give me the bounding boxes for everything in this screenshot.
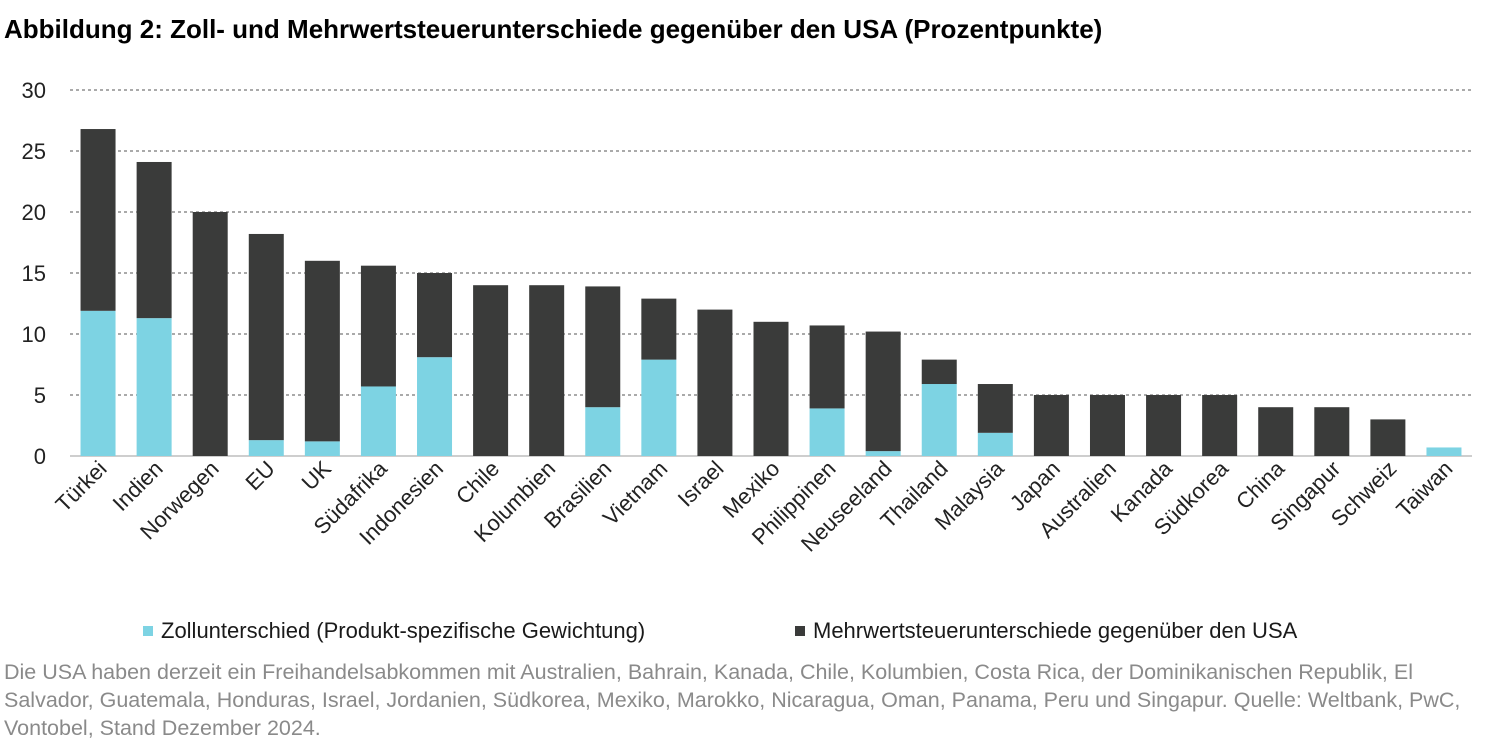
bar-mwst-16: [977, 384, 1013, 433]
legend-item-mwst: Mehrwertsteuerunterschiede gegenüber den…: [795, 618, 1297, 644]
bar-zoll-0: [80, 310, 116, 456]
y-tick-label: 10: [22, 322, 46, 347]
bar-mwst-0: [80, 129, 116, 311]
bar-mwst-3: [248, 233, 284, 441]
bar-mwst-18: [1089, 395, 1125, 456]
bar-mwst-8: [529, 285, 565, 456]
bar-zoll-9: [585, 407, 621, 456]
footnote: Die USA haben derzeit ein Freihandelsabk…: [4, 660, 1461, 740]
bar-mwst-4: [304, 260, 340, 442]
bar-mwst-5: [360, 265, 396, 387]
bar-zoll-3: [248, 440, 284, 456]
bar-zoll-5: [360, 386, 396, 456]
x-tick-label: UK: [297, 456, 337, 496]
bar-mwst-12: [753, 321, 789, 456]
bar-zoll-4: [304, 441, 340, 456]
bars: [80, 129, 1462, 456]
bar-zoll-24: [1426, 447, 1462, 456]
bar-mwst-2: [192, 212, 228, 456]
bar-zoll-10: [641, 359, 677, 456]
legend-swatch-mwst: [795, 626, 805, 636]
bar-mwst-17: [1033, 395, 1069, 456]
y-tick-label: 15: [22, 261, 46, 286]
bar-zoll-1: [136, 318, 172, 456]
legend-label-mwst: Mehrwertsteuerunterschiede gegenüber den…: [813, 618, 1298, 643]
bar-mwst-6: [417, 273, 453, 358]
bar-mwst-22: [1314, 407, 1350, 456]
legend-label-zoll: Zollunterschied (Produkt-spezifische Gew…: [161, 618, 646, 643]
chart-title: Abbildung 2: Zoll- und Mehrwertsteuerunt…: [4, 14, 1103, 44]
bar-mwst-20: [1202, 395, 1238, 456]
bar-mwst-11: [697, 309, 733, 456]
bar-mwst-19: [1146, 395, 1182, 456]
bar-mwst-10: [641, 298, 677, 360]
bar-zoll-14: [865, 451, 901, 456]
x-tick-label: Türkei: [51, 456, 112, 517]
y-tick-label: 25: [22, 139, 46, 164]
y-axis-labels: 0 5 10 15 20 25 30: [22, 78, 46, 469]
bar-mwst-23: [1370, 419, 1406, 456]
bar-zoll-15: [921, 384, 957, 456]
bar-zoll-6: [417, 357, 453, 456]
x-tick-label: EU: [241, 456, 280, 495]
x-tick-label: Taiwan: [1391, 456, 1457, 522]
y-tick-label: 0: [34, 444, 46, 469]
bar-mwst-13: [809, 325, 845, 409]
legend-swatch-zoll: [143, 626, 153, 636]
legend: Zollunterschied (Produkt-spezifische Gew…: [0, 618, 1500, 648]
legend-item-zoll: Zollunterschied (Produkt-spezifische Gew…: [143, 618, 645, 644]
bar-mwst-14: [865, 331, 901, 452]
y-tick-label: 20: [22, 200, 46, 225]
y-tick-label: 30: [22, 78, 46, 103]
bar-mwst-9: [585, 286, 621, 408]
bar-mwst-7: [473, 285, 509, 456]
bar-mwst-21: [1258, 407, 1294, 456]
bar-zoll-16: [977, 432, 1013, 456]
bar-zoll-13: [809, 408, 845, 456]
bar-mwst-1: [136, 161, 172, 319]
y-tick-label: 5: [34, 383, 46, 408]
bar-mwst-15: [921, 359, 957, 385]
